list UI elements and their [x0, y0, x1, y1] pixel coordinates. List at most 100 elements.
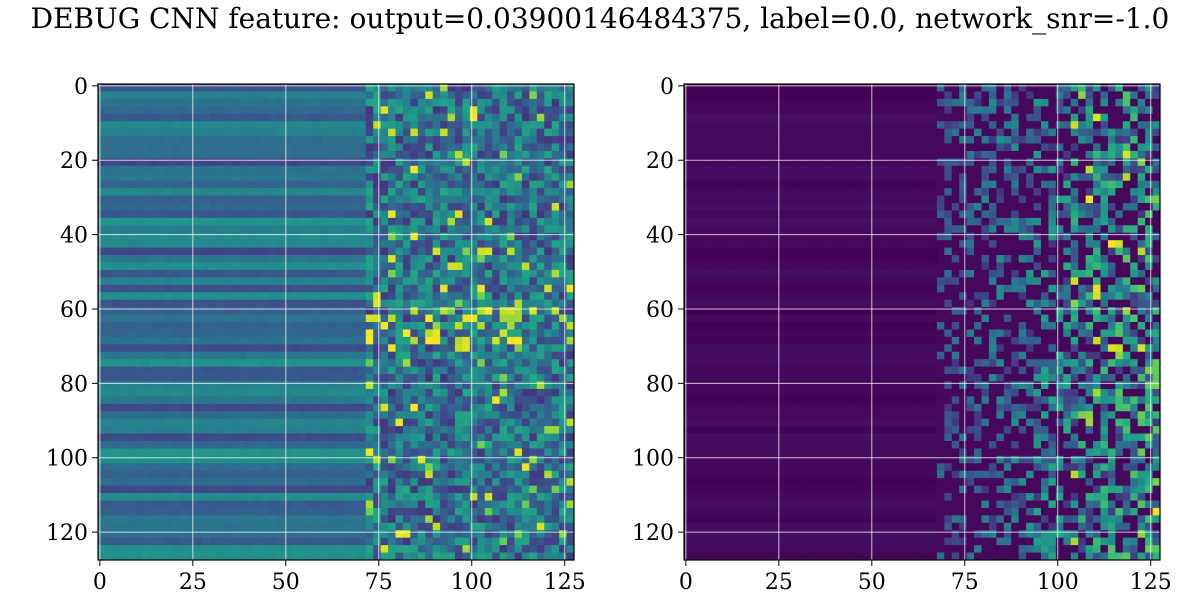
heatmap-cell	[135, 530, 144, 539]
heatmap-cell	[202, 165, 210, 174]
heatmap-cell	[120, 210, 129, 219]
heatmap-cell	[306, 128, 315, 137]
heatmap-cell	[1085, 106, 1094, 115]
heatmap-cell	[202, 463, 210, 472]
heatmap-cell	[291, 515, 300, 524]
heatmap-cell	[440, 188, 448, 196]
heatmap-cell	[358, 284, 367, 293]
heatmap-cell	[1085, 128, 1094, 137]
heatmap-cell	[566, 91, 575, 100]
heatmap-cell	[336, 262, 344, 271]
heatmap-cell	[313, 359, 322, 368]
heatmap-cell	[231, 470, 240, 479]
heatmap-cell	[269, 522, 277, 531]
heatmap-cell	[336, 121, 344, 130]
heatmap-cell	[728, 128, 737, 137]
heatmap-cell	[246, 426, 255, 434]
heatmap-cell	[164, 441, 173, 449]
heatmap-cell	[380, 203, 389, 211]
heatmap-cell	[291, 277, 300, 286]
heatmap-cell	[194, 299, 203, 308]
heatmap-cell	[743, 158, 752, 167]
heatmap-cell	[313, 150, 322, 159]
heatmap-cell	[469, 299, 478, 308]
heatmap-cell	[328, 381, 337, 390]
heatmap-cell	[469, 478, 478, 487]
heatmap-cell	[276, 143, 285, 152]
heatmap-cell	[343, 277, 352, 286]
heatmap-cell	[996, 165, 1005, 174]
heatmap-cell	[172, 552, 181, 561]
heatmap-cell	[373, 277, 382, 286]
heatmap-cell	[743, 143, 752, 152]
heatmap-cell	[536, 522, 545, 531]
heatmap-cell	[1041, 91, 1049, 100]
heatmap-cell	[224, 329, 233, 338]
heatmap-cell	[135, 366, 144, 375]
heatmap-cell	[313, 121, 322, 130]
heatmap-cell	[1115, 150, 1124, 159]
heatmap-cell	[179, 307, 188, 315]
heatmap-cell	[187, 128, 196, 137]
heatmap-cell	[402, 210, 411, 219]
heatmap-cell	[410, 128, 419, 137]
heatmap-cell	[358, 195, 367, 204]
heatmap-cell	[209, 396, 218, 405]
heatmap-cell	[417, 240, 426, 249]
heatmap-cell	[209, 463, 218, 472]
heatmap-cell	[432, 292, 441, 301]
heatmap-cell	[328, 522, 337, 531]
heatmap-cell	[395, 359, 404, 368]
heatmap-cell	[951, 165, 960, 174]
heatmap-cell	[521, 530, 530, 539]
heatmap-cell	[224, 188, 233, 196]
heatmap-cell	[855, 84, 863, 92]
heatmap-cell	[417, 225, 426, 234]
heatmap-cell	[395, 84, 404, 92]
heatmap-cell	[1033, 91, 1042, 100]
heatmap-cell	[283, 180, 292, 189]
heatmap-cell	[283, 195, 292, 204]
heatmap-cell	[1055, 121, 1064, 130]
heatmap-cell	[291, 359, 300, 368]
heatmap-cell	[150, 277, 158, 286]
heatmap-cell	[462, 403, 471, 412]
heatmap-cell	[239, 515, 248, 524]
heatmap-cell	[780, 173, 789, 182]
heatmap-cell	[187, 240, 196, 249]
heatmap-cell	[499, 485, 508, 494]
heatmap-cell	[127, 351, 136, 360]
heatmap-cell	[164, 143, 173, 152]
heatmap-cell	[432, 314, 441, 323]
heatmap-cell	[373, 493, 382, 501]
heatmap-cell	[298, 284, 307, 293]
heatmap-cell	[974, 158, 982, 167]
heatmap-cell	[343, 84, 352, 92]
heatmap-cell	[298, 307, 307, 315]
heatmap-cell	[194, 84, 203, 92]
heatmap-cell	[988, 121, 997, 130]
heatmap-cell	[365, 441, 374, 449]
heatmap-cell	[157, 217, 166, 226]
heatmap-cell	[306, 515, 315, 524]
heatmap-cell	[313, 322, 322, 330]
heatmap-cell	[417, 522, 426, 531]
heatmap-cell	[440, 269, 448, 278]
heatmap-cell	[417, 277, 426, 286]
heatmap-cell	[202, 203, 210, 211]
heatmap-cell	[172, 284, 181, 293]
heatmap-cell	[217, 381, 225, 390]
heatmap-cell	[187, 433, 196, 442]
heatmap-cell	[492, 366, 501, 375]
heatmap-cell	[328, 255, 337, 263]
heatmap-cell	[105, 344, 114, 353]
heatmap-cell	[810, 136, 819, 144]
heatmap-cell	[388, 411, 396, 420]
heatmap-cell	[536, 470, 545, 479]
heatmap-cell	[350, 433, 359, 442]
heatmap-cell	[847, 121, 856, 130]
heatmap-cell	[283, 545, 292, 553]
heatmap-cell	[105, 336, 114, 345]
heatmap-cell	[544, 128, 553, 137]
heatmap-cell	[507, 322, 515, 330]
